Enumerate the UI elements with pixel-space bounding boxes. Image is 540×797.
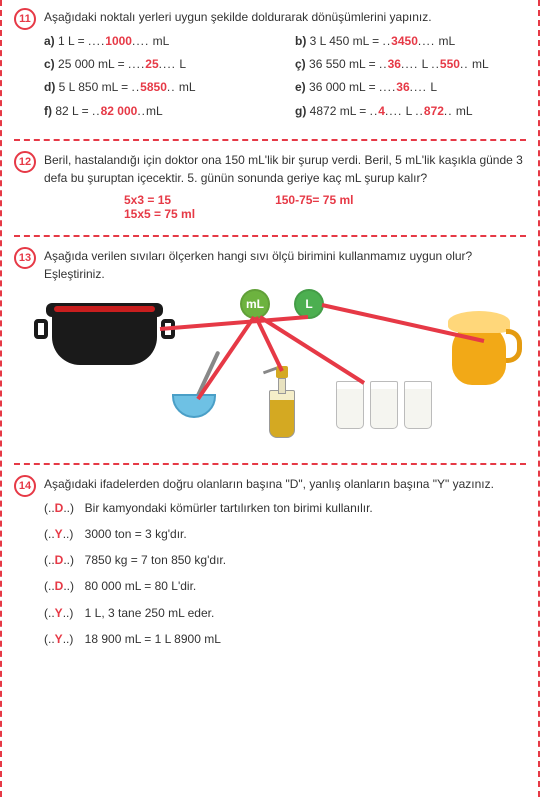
- glass-icon: [370, 381, 398, 429]
- question-number-14: 14: [14, 475, 36, 497]
- q12-work3: 150-75= 75 ml: [275, 193, 353, 221]
- question-12: 12 Beril, hastalandığı için doktor ona 1…: [14, 151, 526, 221]
- q11-left-col: a) 1 L = ....1000.... mL c) 25 000 mL = …: [44, 32, 275, 125]
- true-false-list: (..D..) Bir kamyondaki kömürler tartılır…: [44, 499, 526, 649]
- glass-icon: [404, 381, 432, 429]
- q12-work2: 15x5 = 75 ml: [124, 207, 195, 221]
- question-14: 14 Aşağıdaki ifadelerden doğru olanların…: [14, 475, 526, 656]
- pot-icon: [52, 307, 157, 365]
- oil-bottle-icon: [269, 364, 295, 438]
- q11-right-col: b) 3 L 450 mL = ..3450.... mL ç) 36 550 …: [295, 32, 526, 125]
- question-number-12: 12: [14, 151, 36, 173]
- match-diagram: mL L: [44, 289, 526, 449]
- ml-badge: mL: [240, 289, 270, 319]
- separator: [14, 463, 526, 465]
- question-13: 13 Aşağıda verilen sıvıları ölçerken han…: [14, 247, 526, 449]
- separator: [14, 139, 526, 141]
- l-badge: L: [294, 289, 324, 319]
- question-11: 11 Aşağıdaki noktalı yerleri uygun şekil…: [14, 8, 526, 125]
- q13-prompt: Aşağıda verilen sıvıları ölçerken hangi …: [44, 247, 526, 283]
- jug-icon: [442, 311, 520, 389]
- glass-icon: [336, 381, 364, 429]
- q14-prompt: Aşağıdaki ifadelerden doğru olanların ba…: [44, 475, 526, 493]
- separator: [14, 235, 526, 237]
- question-number-11: 11: [14, 8, 36, 30]
- q12-prompt: Beril, hastalandığı için doktor ona 150 …: [44, 151, 526, 187]
- q12-work1: 5x3 = 15: [124, 193, 195, 207]
- question-number-13: 13: [14, 247, 36, 269]
- ladle-icon: [196, 350, 221, 397]
- q11-prompt: Aşağıdaki noktalı yerleri uygun şekilde …: [44, 8, 526, 26]
